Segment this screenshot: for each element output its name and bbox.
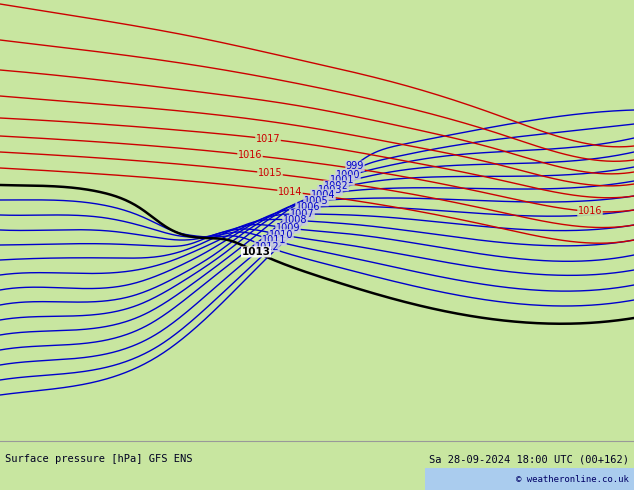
Text: 1004: 1004: [311, 190, 335, 200]
Text: 1006: 1006: [295, 202, 320, 212]
Text: 1003: 1003: [318, 185, 342, 196]
Text: 1014: 1014: [278, 187, 302, 197]
Text: 1016: 1016: [238, 150, 262, 160]
Text: 1002: 1002: [324, 181, 348, 191]
Text: 999: 999: [346, 161, 364, 171]
Text: 1012: 1012: [255, 242, 280, 252]
Text: 1000: 1000: [336, 170, 360, 180]
Text: 1017: 1017: [256, 134, 280, 144]
Text: Sa 28-09-2024 18:00 UTC (00+162): Sa 28-09-2024 18:00 UTC (00+162): [429, 454, 629, 464]
Text: 1016: 1016: [578, 206, 602, 217]
Bar: [425, 467, 634, 490]
Text: 1010: 1010: [269, 230, 294, 240]
Text: 1005: 1005: [304, 196, 328, 206]
Text: Surface pressure [hPa] GFS ENS: Surface pressure [hPa] GFS ENS: [5, 454, 193, 464]
Text: 1007: 1007: [290, 209, 314, 219]
Text: 1013: 1013: [242, 247, 271, 257]
Text: © weatheronline.co.uk: © weatheronline.co.uk: [516, 474, 629, 484]
Text: 1008: 1008: [283, 215, 307, 225]
Polygon shape: [70, 0, 210, 90]
Text: 1001: 1001: [330, 175, 354, 185]
Text: 1011: 1011: [262, 235, 286, 245]
Text: 1009: 1009: [276, 223, 301, 233]
Text: 1015: 1015: [257, 169, 282, 178]
Polygon shape: [358, 0, 634, 185]
Polygon shape: [0, 170, 634, 440]
